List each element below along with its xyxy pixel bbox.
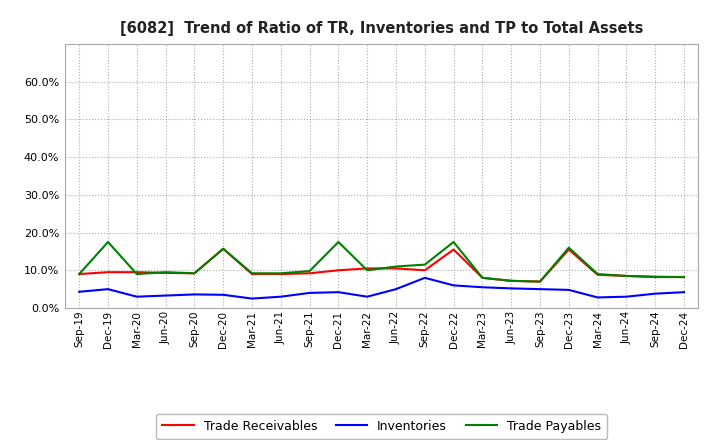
Trade Receivables: [420, 268, 429, 273]
Inventories: [449, 283, 458, 288]
Inventories: [593, 295, 602, 300]
Line: Inventories: Inventories: [79, 278, 684, 299]
Trade Payables: [363, 268, 372, 273]
Trade Receivables: [305, 271, 314, 276]
Trade Payables: [190, 271, 199, 276]
Trade Receivables: [478, 275, 487, 280]
Title: [6082]  Trend of Ratio of TR, Inventories and TP to Total Assets: [6082] Trend of Ratio of TR, Inventories…: [120, 21, 643, 36]
Trade Payables: [622, 273, 631, 279]
Trade Payables: [248, 271, 256, 276]
Trade Receivables: [536, 279, 544, 284]
Trade Payables: [420, 262, 429, 267]
Trade Payables: [392, 264, 400, 269]
Trade Receivables: [507, 278, 516, 283]
Trade Receivables: [190, 271, 199, 276]
Trade Payables: [651, 274, 660, 279]
Inventories: [564, 287, 573, 293]
Inventories: [420, 275, 429, 280]
Legend: Trade Receivables, Inventories, Trade Payables: Trade Receivables, Inventories, Trade Pa…: [156, 414, 607, 439]
Trade Payables: [132, 271, 141, 277]
Inventories: [536, 286, 544, 292]
Trade Receivables: [248, 271, 256, 277]
Trade Receivables: [651, 275, 660, 280]
Trade Payables: [305, 268, 314, 274]
Inventories: [363, 294, 372, 299]
Trade Receivables: [334, 268, 343, 273]
Trade Receivables: [564, 247, 573, 252]
Inventories: [507, 286, 516, 291]
Inventories: [622, 294, 631, 299]
Trade Receivables: [132, 270, 141, 275]
Trade Receivables: [680, 275, 688, 280]
Inventories: [478, 285, 487, 290]
Trade Payables: [680, 275, 688, 280]
Trade Receivables: [622, 273, 631, 279]
Trade Payables: [75, 271, 84, 277]
Inventories: [104, 286, 112, 292]
Trade Receivables: [104, 270, 112, 275]
Trade Payables: [104, 239, 112, 245]
Trade Payables: [536, 279, 544, 284]
Trade Receivables: [219, 246, 228, 251]
Inventories: [248, 296, 256, 301]
Trade Payables: [334, 239, 343, 245]
Inventories: [161, 293, 170, 298]
Inventories: [392, 286, 400, 292]
Trade Receivables: [161, 270, 170, 275]
Inventories: [219, 292, 228, 297]
Line: Trade Payables: Trade Payables: [79, 242, 684, 282]
Inventories: [75, 289, 84, 294]
Inventories: [276, 294, 285, 299]
Inventories: [334, 290, 343, 295]
Trade Payables: [449, 239, 458, 245]
Trade Receivables: [363, 266, 372, 271]
Inventories: [651, 291, 660, 296]
Trade Receivables: [392, 266, 400, 271]
Trade Receivables: [593, 272, 602, 278]
Inventories: [190, 292, 199, 297]
Trade Payables: [161, 270, 170, 275]
Trade Payables: [507, 278, 516, 283]
Trade Payables: [564, 245, 573, 250]
Trade Receivables: [276, 271, 285, 277]
Trade Receivables: [75, 271, 84, 277]
Trade Payables: [219, 246, 228, 251]
Trade Payables: [593, 271, 602, 277]
Line: Trade Receivables: Trade Receivables: [79, 249, 684, 282]
Inventories: [132, 294, 141, 299]
Inventories: [305, 290, 314, 296]
Trade Receivables: [449, 247, 458, 252]
Trade Payables: [478, 275, 487, 280]
Trade Payables: [276, 271, 285, 276]
Inventories: [680, 290, 688, 295]
